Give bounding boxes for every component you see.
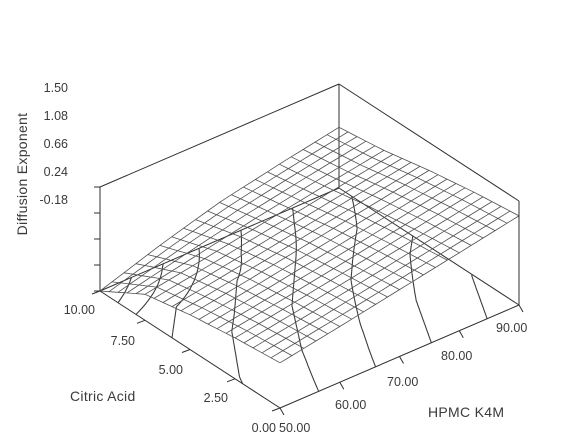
x-tick-mark [339, 382, 345, 390]
y-tick-label: 5.00 [159, 363, 183, 377]
surface-grid-line [338, 126, 520, 217]
y-tick-mark [91, 290, 101, 295]
contour-line [409, 235, 432, 343]
surface-grid-line [183, 227, 364, 313]
x-tick-label: 70.00 [387, 375, 418, 389]
surface-grid-line [291, 156, 472, 246]
z-tick-label: 1.08 [44, 109, 68, 123]
z-tick-label: 0.66 [44, 137, 68, 151]
surface-grid-line [171, 236, 352, 320]
y-tick-mark [136, 319, 146, 324]
x-tick-label: 60.00 [335, 398, 366, 412]
surface-grid-line [267, 171, 448, 261]
z-tick-label: -0.18 [40, 193, 69, 207]
surface-grid-line [108, 131, 349, 293]
contour-line [471, 274, 488, 319]
y-tick-mark [226, 378, 236, 383]
y-tick-mark [271, 407, 281, 412]
surface-grid-line [207, 210, 388, 298]
surface-grid-line [314, 141, 496, 231]
y-tick-mark [181, 349, 191, 353]
surface-grid-line [302, 149, 484, 239]
x-axis-title: HPMC K4M [428, 404, 504, 420]
box-top-right-edge [338, 83, 520, 202]
surface-grid-line [159, 245, 340, 327]
x-tick-mark [518, 304, 524, 313]
x-tick-label: 50.00 [279, 421, 310, 435]
y-tick-label: 0.00 [252, 421, 276, 435]
surface-grid-line [231, 194, 412, 283]
surface-grid-line [111, 281, 293, 356]
response-surface-mesh [99, 126, 520, 364]
z-axis-title: Diffusion Exponent [14, 113, 30, 236]
contour-line [117, 277, 132, 304]
plot-box-front [91, 186, 524, 416]
surface-grid-line [279, 163, 460, 254]
box-top-back-edge [99, 83, 340, 188]
surface-grid-line [126, 140, 367, 294]
surface-grid-line [99, 290, 281, 364]
surface-grid-line [123, 272, 305, 349]
x-axis: 50.00 60.00 70.00 80.00 90.00 HPMC K4M [279, 321, 527, 435]
surface-grid-line [326, 134, 508, 224]
contour-line [291, 207, 320, 392]
surface-grid-line [219, 202, 400, 290]
box-base-right-back-edge [338, 187, 520, 306]
x-tick-mark [399, 356, 404, 364]
surface-grid-line [117, 136, 358, 293]
surface-grid-line [243, 186, 424, 276]
z-axis: 1.50 1.08 0.66 0.24 -0.18 Diffusion Expo… [14, 81, 68, 235]
y-tick-label: 7.50 [111, 334, 135, 348]
x-tick-mark [458, 330, 464, 339]
plot-box-back [99, 83, 520, 306]
surface-grid-line [147, 254, 328, 335]
surface-grid-line [255, 179, 436, 268]
surface-grid-line [195, 219, 376, 305]
x-tick-label: 80.00 [441, 349, 472, 363]
y-tick-label: 2.50 [204, 391, 228, 405]
y-axis: 10.00 7.50 5.00 2.50 0.00 Citric Acid [64, 303, 276, 435]
y-axis-title: Citric Acid [70, 388, 136, 404]
surface-grid-line [135, 263, 317, 342]
x-tick-mark [279, 407, 285, 416]
x-tick-label: 90.00 [496, 321, 527, 335]
z-tick-label: 1.50 [44, 81, 68, 95]
box-base-back-edge [99, 187, 340, 292]
z-tick-label: 0.24 [44, 165, 68, 179]
y-tick-label: 10.00 [64, 303, 95, 317]
